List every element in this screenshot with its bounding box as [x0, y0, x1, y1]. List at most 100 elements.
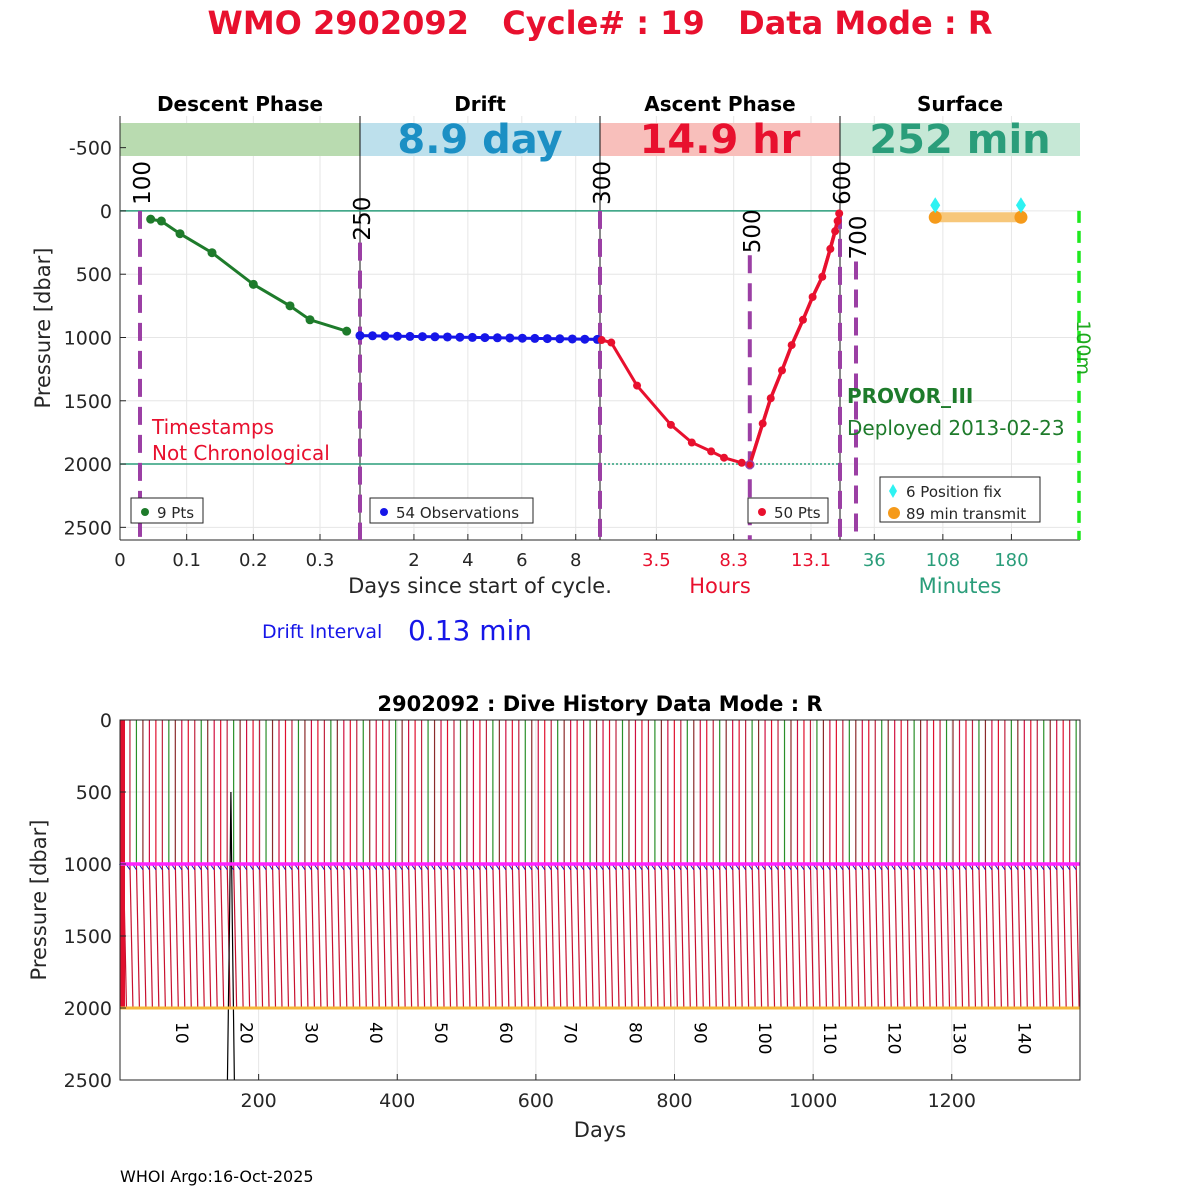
cycle-profile-line	[777, 863, 782, 1009]
phase-marker-label: 250	[350, 197, 376, 241]
cycle-profile-line	[686, 863, 691, 1009]
phase-marker-label: 500	[740, 209, 766, 253]
descent-point	[342, 326, 352, 336]
cycle-number-label: 130	[948, 1022, 968, 1054]
cycle-profile-line	[654, 863, 659, 1009]
cycle-profile-line	[472, 863, 478, 1009]
cycle-profile-line	[848, 863, 853, 1009]
cycle-profile-line	[220, 863, 225, 1009]
cycle-profile-line	[310, 863, 316, 1009]
cycle-profile-line	[330, 863, 335, 1009]
cycle-profile-line	[414, 863, 419, 1009]
phase-band	[600, 123, 840, 156]
cycle-profile-line	[945, 863, 951, 1009]
cycle-profile-line	[887, 863, 892, 1009]
cycle-profile-line	[174, 863, 179, 1009]
descent-point	[175, 229, 185, 239]
cycle-profile-line	[952, 863, 957, 1009]
cycle-number-label: 90	[689, 1022, 709, 1044]
cycle-profile-line	[420, 863, 426, 1009]
legend-marker	[380, 508, 388, 516]
drift-point	[455, 332, 465, 342]
history-ytick-label: 1000	[64, 854, 112, 876]
cycle-profile-line	[524, 863, 529, 1009]
ascent-point	[633, 381, 642, 390]
cycle-profile-line	[809, 863, 815, 1009]
green-depth-label: 100m	[1072, 320, 1094, 375]
cycle-profile-line	[719, 863, 724, 1009]
cycle-profile-line	[550, 863, 555, 1009]
cycle-profile-line	[369, 863, 374, 1009]
cycle-profile-line	[258, 863, 264, 1009]
ascent-point	[687, 438, 696, 447]
phase-duration: 14.9 hr	[640, 117, 801, 163]
cycle-profile-line	[647, 863, 653, 1009]
drift-point	[392, 331, 402, 341]
xtick-label: 180	[994, 550, 1028, 571]
cycle-profile-line	[932, 863, 938, 1009]
drift-point	[555, 334, 565, 344]
legend-box	[879, 476, 1041, 523]
cycle-number-label: 40	[365, 1022, 385, 1044]
cycle-number-label: 70	[560, 1022, 580, 1044]
cycle-profile-line	[187, 863, 192, 1009]
phase-band	[840, 123, 1080, 156]
cycle-profile-line	[958, 863, 964, 1009]
history-ytick-label: 2000	[64, 998, 112, 1020]
cycle-profile-line	[667, 863, 672, 1009]
legend-label: 54 Observations	[396, 504, 519, 522]
cycle-profile-line	[764, 863, 769, 1009]
cycle-profile-line	[446, 863, 452, 1009]
ascent-point	[720, 453, 729, 462]
cycle-profile-line	[433, 863, 439, 1009]
cycle-profile-line	[732, 863, 737, 1009]
drift-point	[442, 332, 452, 342]
x-axis-label-hours: Hours	[689, 574, 751, 598]
xtick-label: 36	[863, 550, 886, 571]
cycle-profile-line	[492, 863, 497, 1009]
phase-title: Descent Phase	[157, 92, 323, 116]
history-xtick-label: 800	[656, 1090, 692, 1112]
cycle-profile-line	[900, 863, 905, 1009]
cycle-profile-line	[829, 863, 834, 1009]
legend-label: 89 min transmit	[906, 505, 1026, 523]
cycle-profile-line	[1023, 863, 1028, 1009]
ascent-point	[818, 272, 827, 281]
x-axis-label-days: Days since start of cycle.	[348, 574, 612, 598]
cycle-profile-line	[297, 863, 303, 1009]
cycle-profile-line	[783, 863, 789, 1009]
cycle-profile-line	[343, 863, 348, 1009]
cycle-profile-line	[738, 863, 743, 1009]
cycle-profile-line	[615, 863, 620, 1009]
history-xtick-label: 200	[240, 1090, 276, 1112]
ascent-point	[758, 419, 767, 428]
cycle-profile-line	[965, 863, 970, 1009]
cycle-number-label: 50	[430, 1022, 450, 1044]
cycle-profile-line	[608, 863, 614, 1009]
cycle-profile-line	[881, 863, 886, 1009]
cycle-profile-line	[673, 863, 678, 1009]
history-y-axis-label: Pressure [dbar]	[27, 820, 51, 981]
cycle-profile-line	[725, 863, 730, 1009]
cycle-profile-line	[868, 863, 873, 1009]
cycle-profile-line	[835, 863, 840, 1009]
phase-marker-label: 600	[830, 161, 856, 205]
transmit-endpoint	[1014, 210, 1028, 224]
cycle-profile-line	[1062, 863, 1067, 1009]
drift-point	[430, 332, 440, 342]
cycle-profile-line	[239, 863, 244, 1009]
history-title: 2902092 : Dive History Data Mode : R	[377, 692, 822, 716]
cycle-profile-line	[168, 863, 173, 1009]
history-xtick-label: 1000	[789, 1090, 837, 1112]
cycle-profile-line	[226, 863, 231, 1009]
legend-label: 9 Pts	[157, 504, 194, 522]
cycle-profile-line	[790, 863, 795, 1009]
xtick-label: 8	[570, 550, 581, 571]
legend-marker	[889, 484, 897, 498]
y-axis-label: Pressure [dbar]	[31, 248, 55, 409]
cycle-profile-line	[408, 863, 413, 1009]
cycle-profile-line	[855, 863, 860, 1009]
ascent-point	[607, 338, 616, 347]
xtick-label: 108	[926, 550, 960, 571]
